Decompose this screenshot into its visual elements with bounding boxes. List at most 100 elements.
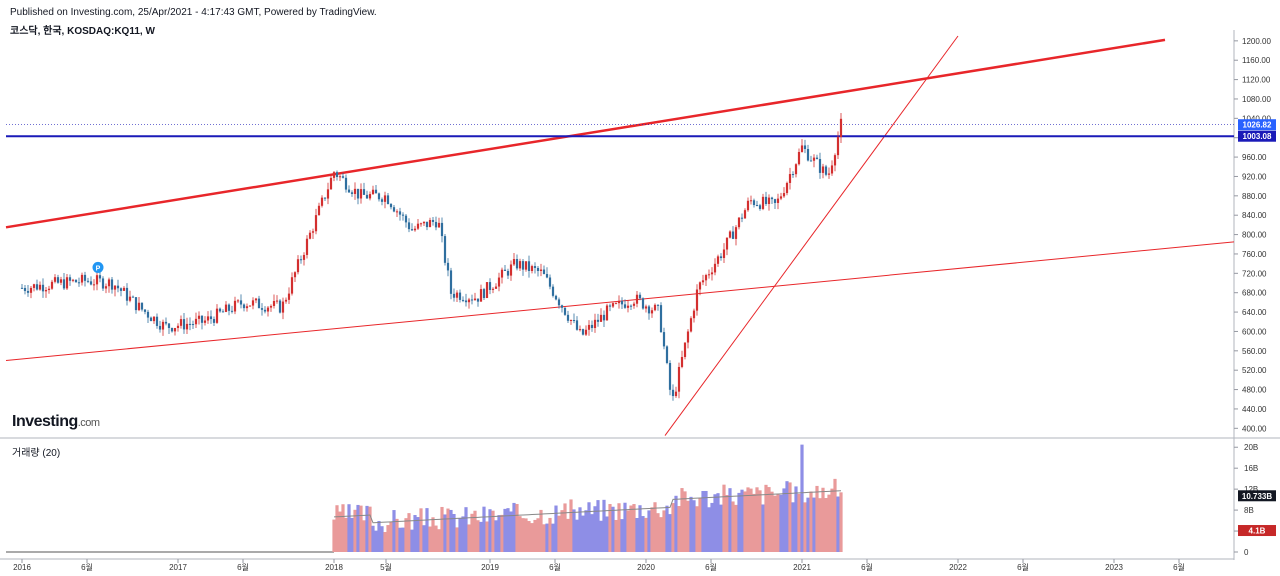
y-tick-label: 880.00: [1242, 192, 1267, 201]
candle-body: [62, 279, 66, 289]
candle-body: [122, 287, 126, 291]
volume-bar: [722, 484, 726, 552]
candle-body: [257, 298, 261, 309]
candle-body: [608, 305, 612, 307]
candle-body: [284, 299, 288, 302]
volume-bar: [353, 509, 357, 552]
volume-bar: [809, 491, 813, 552]
volume-bar: [698, 498, 702, 552]
candle-body: [320, 197, 324, 206]
candle-body: [650, 310, 654, 314]
candle-body: [170, 328, 174, 332]
y-tick-label: 1160.00: [1242, 56, 1271, 65]
y-tick-label: 960.00: [1242, 153, 1267, 162]
candle-body: [437, 222, 441, 228]
candle-body: [689, 318, 693, 332]
candle-body: [464, 300, 468, 303]
candle-body: [515, 259, 519, 269]
candle-body: [443, 236, 447, 263]
candle-body: [410, 229, 414, 231]
candle-body: [128, 296, 132, 301]
candle-body: [692, 310, 696, 319]
volume-bar: [374, 530, 378, 552]
volume-bar: [737, 492, 741, 552]
volume-bar: [419, 508, 423, 552]
volume-bar: [530, 523, 534, 552]
volume-bar: [452, 514, 456, 552]
candle-body: [749, 200, 753, 202]
volume-bar: [836, 496, 840, 552]
candle-body: [20, 287, 24, 289]
logo-text: Investing: [12, 413, 78, 430]
volume-bar: [713, 494, 717, 552]
y-tick-label: 800.00: [1242, 231, 1267, 240]
candle-body: [578, 329, 582, 331]
candle-body: [59, 279, 63, 283]
volume-bar: [401, 527, 405, 552]
candle-body: [38, 284, 42, 290]
candle-body: [113, 285, 117, 290]
candle-body: [638, 294, 642, 299]
candle-body: [383, 195, 387, 202]
candle-body: [239, 300, 243, 305]
volume-bar: [350, 517, 354, 552]
candle-body: [542, 269, 546, 275]
candle-body: [497, 277, 501, 287]
volume-bar: [584, 510, 588, 552]
volume-bar: [821, 487, 825, 552]
volume-bar: [791, 502, 795, 552]
candle-body: [203, 320, 207, 323]
candle-body: [86, 280, 90, 282]
candle-body: [734, 227, 738, 239]
candle-body: [179, 319, 183, 326]
candle-body: [722, 249, 726, 259]
candle-body: [416, 223, 420, 229]
volume-bar: [794, 486, 798, 552]
vol-tick-label: 8B: [1244, 506, 1254, 515]
volume-bar: [344, 517, 348, 552]
volume-bar: [764, 484, 768, 552]
upper-trend-line: [5, 38, 1166, 229]
volume-bar: [707, 507, 711, 552]
volume-bar: [725, 494, 729, 552]
candle-body: [209, 316, 213, 320]
volume-bar: [653, 502, 657, 552]
candle-body: [704, 275, 708, 281]
candle-body: [632, 303, 636, 306]
candle-body: [482, 289, 486, 298]
candle-body: [155, 316, 159, 326]
candle-body: [836, 136, 840, 156]
volume-bar: [566, 518, 570, 552]
candle-body: [488, 282, 492, 290]
volume-bar: [392, 510, 396, 552]
volume-bar: [659, 517, 663, 552]
candle-body: [665, 346, 669, 363]
volume-bar: [515, 503, 519, 552]
candle-body: [623, 304, 627, 308]
candle-body: [641, 298, 645, 309]
candle-body: [269, 305, 273, 308]
volume-bar: [674, 495, 678, 552]
candle-body: [347, 189, 351, 193]
candle-body: [743, 210, 747, 219]
candle-body: [728, 231, 732, 238]
candle-body: [125, 287, 129, 301]
candle-body: [221, 311, 225, 313]
volume-bar: [677, 506, 681, 552]
volume-bar: [833, 478, 837, 552]
volume-bar: [629, 505, 633, 552]
candle-body: [398, 211, 402, 215]
volume-bar: [719, 504, 723, 552]
candle-body: [809, 160, 813, 162]
candle-body: [746, 200, 750, 211]
volume-bar: [341, 504, 345, 552]
candle-body: [206, 316, 210, 321]
candle-body: [539, 269, 543, 272]
candle-body: [473, 298, 477, 301]
volume-bar: [518, 516, 522, 552]
volume-bar: [632, 504, 636, 552]
candle-body: [653, 304, 657, 311]
candle-body: [659, 305, 663, 333]
candle-body: [434, 221, 438, 228]
